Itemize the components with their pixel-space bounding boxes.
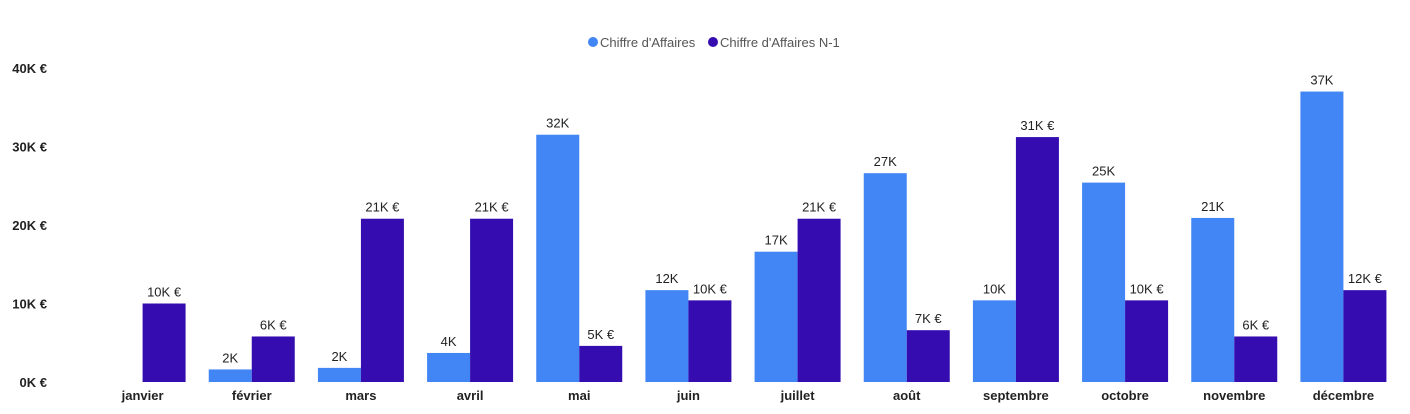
data-label: 10K € (693, 281, 728, 296)
data-label: 6K € (260, 317, 288, 332)
bars (142, 91, 1387, 383)
y-tick-label: 0K € (20, 375, 47, 390)
data-label: 5K € (587, 327, 615, 342)
bar-chiffre-affaires[interactable] (536, 134, 580, 382)
data-label: 37K (1310, 73, 1333, 88)
data-label: 21K € (802, 200, 837, 215)
data-label: 10K (983, 281, 1006, 296)
y-tick-label: 20K € (12, 218, 47, 233)
y-tick-label: 40K € (12, 61, 47, 76)
data-label: 17K (765, 233, 788, 248)
bar-chiffre-affaires-n-1[interactable] (906, 330, 950, 382)
bar-chiffre-affaires[interactable] (645, 290, 689, 382)
data-label: 4K (441, 334, 457, 349)
bar-chiffre-affaires[interactable] (1082, 182, 1126, 382)
legend-label-series-1[interactable]: Chiffre d'Affaires (600, 35, 696, 50)
bar-chiffre-affaires[interactable] (863, 173, 907, 382)
bar-chiffre-affaires[interactable] (1191, 217, 1235, 382)
data-label: 12K € (1348, 271, 1383, 286)
data-label: 6K € (1242, 317, 1270, 332)
bar-chiffre-affaires[interactable] (754, 251, 798, 382)
data-label: 2K (331, 349, 347, 364)
y-axis: 0K € 10K € 20K € 30K € 40K € (12, 61, 47, 390)
data-label: 7K € (915, 311, 943, 326)
bar-chiffre-affaires-n-1[interactable] (251, 336, 295, 382)
legend: Chiffre d'Affaires Chiffre d'Affaires N-… (588, 35, 840, 50)
data-label: 32K (546, 116, 569, 131)
bar-chiffre-affaires-n-1[interactable] (579, 345, 623, 382)
data-label: 31K € (1020, 118, 1055, 133)
data-label: 25K (1092, 164, 1115, 179)
y-tick-label: 10K € (12, 297, 47, 312)
bar-chiffre-affaires-n-1[interactable] (1234, 336, 1278, 382)
x-tick-label: juin (676, 388, 700, 403)
legend-swatch-series-1 (588, 37, 598, 47)
bar-chiffre-affaires[interactable] (317, 367, 361, 382)
legend-swatch-series-2 (708, 37, 718, 47)
x-tick-label: novembre (1203, 388, 1265, 403)
bar-chiffre-affaires[interactable] (1300, 91, 1344, 383)
data-label: 21K (1201, 199, 1224, 214)
x-tick-label: février (232, 388, 272, 403)
data-label: 10K € (1130, 281, 1165, 296)
x-tick-label: juillet (780, 388, 816, 403)
data-label: 21K € (475, 200, 510, 215)
x-tick-label: août (893, 388, 921, 403)
x-axis: janvier février mars avril mai juin juillet aoû… (121, 388, 1375, 403)
x-tick-label: décembre (1313, 388, 1374, 403)
bar-chiffre-affaires-n-1[interactable] (1125, 300, 1169, 382)
bar-chiffre-affaires-n-1[interactable] (470, 218, 514, 382)
y-tick-label: 30K € (12, 140, 47, 155)
legend-label-series-2[interactable]: Chiffre d'Affaires N-1 (720, 35, 840, 50)
bar-chiffre-affaires-n-1[interactable] (360, 218, 404, 382)
data-label: 10K € (147, 285, 182, 300)
bar-chiffre-affaires-n-1[interactable] (688, 300, 732, 382)
data-labels: 10K € 2K 6K € 2K 21K € 4K 21K € 32K 5K € 12K 10K €… (147, 73, 1383, 366)
data-label: 12K (655, 271, 678, 286)
x-tick-label: septembre (983, 388, 1049, 403)
bar-chiffre-affaires-n-1[interactable] (1343, 290, 1387, 382)
x-tick-label: mai (568, 388, 590, 403)
bar-chiffre-affaires[interactable] (427, 352, 471, 382)
x-tick-label: octobre (1101, 388, 1149, 403)
bar-chiffre-affaires-n-1[interactable] (142, 303, 186, 383)
data-label: 21K € (365, 200, 400, 215)
x-tick-label: avril (457, 388, 484, 403)
x-tick-label: janvier (121, 388, 164, 403)
bar-chiffre-affaires-n-1[interactable] (797, 218, 841, 382)
bar-chiffre-affaires[interactable] (972, 300, 1016, 382)
x-tick-label: mars (345, 388, 376, 403)
bar-chiffre-affaires[interactable] (208, 369, 252, 382)
data-label: 27K (874, 154, 897, 169)
data-label: 2K (222, 350, 238, 365)
bar-chiffre-affaires-n-1[interactable] (1015, 137, 1059, 382)
